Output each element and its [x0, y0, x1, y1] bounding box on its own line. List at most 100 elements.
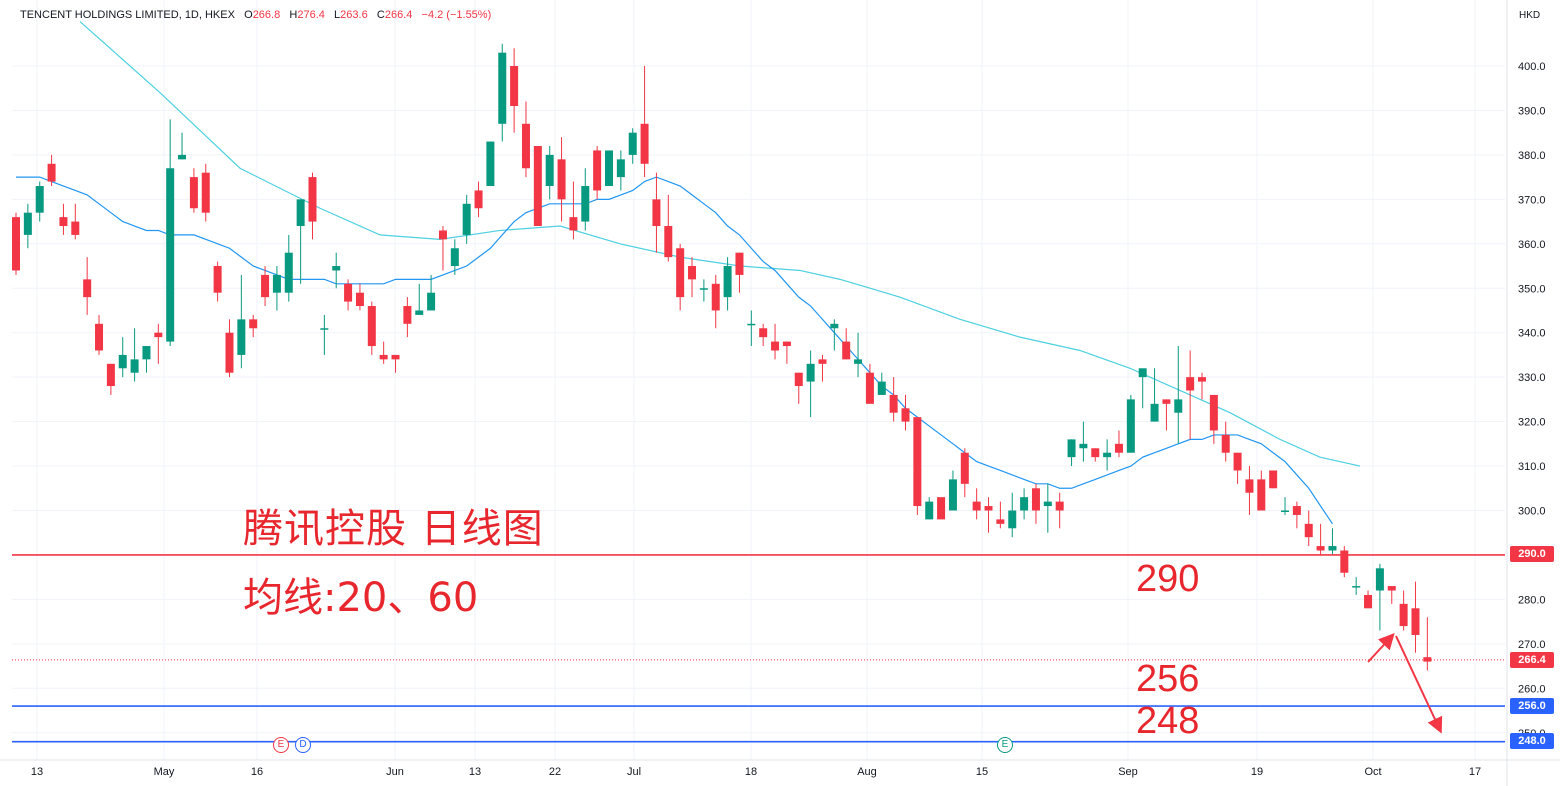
candle-body: [545, 154, 554, 187]
candle-body: [1364, 594, 1373, 609]
candle-body: [711, 283, 720, 311]
candle-body: [1387, 586, 1396, 591]
candle-body: [1411, 608, 1420, 635]
candle-body: [213, 266, 222, 293]
candle-body: [118, 354, 127, 369]
y-tick-label: 370.0: [1518, 194, 1546, 206]
dividend-event-icon[interactable]: D: [295, 737, 311, 753]
candle-body: [83, 279, 92, 298]
candle-body: [379, 354, 388, 360]
candle-body: [142, 346, 151, 360]
price-tag-256: 256.0: [1510, 698, 1554, 714]
y-tick-label: 310.0: [1518, 461, 1546, 473]
x-tick-label: May: [154, 766, 175, 778]
candle-body: [854, 359, 863, 364]
y-tick-label: 390.0: [1518, 105, 1546, 117]
candle-body: [652, 199, 661, 227]
currency-label[interactable]: HKD: [1519, 10, 1541, 21]
candle-body: [12, 217, 20, 271]
candle-body: [699, 288, 708, 290]
y-tick-label: 300.0: [1518, 506, 1546, 518]
x-tick-label: Jun: [386, 766, 404, 778]
candle-body: [1399, 603, 1408, 627]
down-arrow: [1395, 635, 1443, 734]
candle-body: [628, 132, 637, 155]
candle-body: [225, 332, 234, 373]
horizontal-levels[interactable]: [12, 554, 1505, 743]
candle-body: [391, 354, 400, 360]
candle-body: [1055, 501, 1064, 511]
candle-body: [1126, 399, 1135, 453]
candle-body: [1198, 377, 1206, 382]
level-256-label: 256: [1136, 658, 1200, 700]
candle-body: [925, 501, 934, 520]
open-label: O: [244, 9, 253, 21]
candle-body: [1079, 443, 1088, 449]
candle-body: [593, 150, 602, 191]
y-tick-label: 380.0: [1518, 150, 1546, 162]
y-tick-label: 330.0: [1518, 372, 1546, 384]
candle-body: [640, 123, 649, 164]
candle-body: [1174, 399, 1183, 413]
candle-body: [521, 123, 530, 169]
low-value: 263.6: [340, 9, 368, 21]
candle-body: [676, 248, 685, 298]
y-tick-label: 400.0: [1518, 61, 1546, 73]
candle-body: [498, 52, 507, 124]
candle-body: [1114, 443, 1123, 453]
candle-body: [237, 319, 246, 355]
candle-body: [605, 150, 613, 187]
earnings-event-icon[interactable]: E: [273, 737, 289, 753]
time-axis[interactable]: 13 May 16 Jun 13 22 Jul 18 Aug 15 Sep 19 Oct 17: [31, 766, 1481, 778]
candle-body: [818, 359, 827, 364]
candle-body: [308, 177, 317, 222]
earnings-event-icon[interactable]: E: [997, 737, 1013, 753]
x-tick-label: 22: [549, 766, 561, 778]
candle-body: [1304, 523, 1313, 538]
candle-body: [806, 363, 815, 382]
candle-body: [486, 141, 495, 187]
candle-body: [284, 252, 293, 293]
price-tag-last: 266.4: [1510, 652, 1554, 668]
x-tick-label: Sep: [1118, 766, 1138, 778]
ma20-line: [16, 176, 1333, 525]
candles: [12, 43, 1432, 671]
candle-body: [344, 283, 353, 302]
candle-body: [367, 306, 376, 347]
candle-body: [355, 292, 364, 307]
candle-body: [782, 341, 791, 347]
candle-body: [830, 323, 839, 329]
candle-body: [664, 226, 673, 258]
x-tick-label: 16: [251, 766, 263, 778]
candle-body: [462, 203, 471, 235]
x-tick-label: 19: [1251, 766, 1263, 778]
x-tick-label: 13: [31, 766, 43, 778]
candle-body: [1150, 403, 1159, 422]
candle-body: [533, 146, 542, 227]
candle-body: [178, 154, 187, 160]
open-value: 266.8: [252, 9, 281, 21]
candle-body: [616, 159, 625, 178]
candle-body: [415, 310, 424, 315]
candle-body: [794, 372, 803, 387]
x-tick-label: 15: [976, 766, 988, 778]
candle-body: [427, 292, 436, 311]
candle-body: [272, 274, 281, 293]
candle-body: [95, 323, 104, 351]
candle-body: [1316, 546, 1325, 551]
candle-body: [557, 159, 566, 200]
candle-body: [1245, 479, 1254, 493]
ma60-path: [79, 21, 1361, 467]
forecast-arrows: [1367, 633, 1443, 734]
candle-body: [296, 199, 305, 227]
candle-body: [320, 328, 329, 330]
ma20-path: [16, 176, 1333, 525]
candle-body: [1257, 479, 1266, 511]
candle-body: [23, 212, 32, 235]
close-label: C: [376, 9, 385, 21]
candle-body: [865, 372, 874, 404]
candle-body: [510, 66, 519, 107]
x-tick-label: 17: [1469, 766, 1481, 778]
